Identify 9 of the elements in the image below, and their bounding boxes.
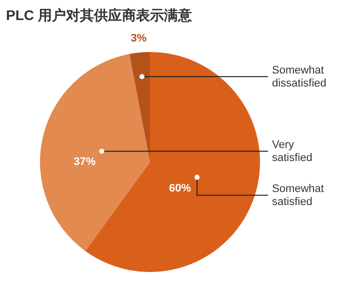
- data-label: 60%: [169, 182, 192, 194]
- data-label: 37%: [74, 156, 96, 168]
- slice-label: Somewhat dissatisfied: [272, 64, 326, 90]
- pie-slice: [40, 54, 150, 251]
- slice-label: Somewhat satisfied: [272, 183, 324, 208]
- data-label: 3%: [130, 32, 147, 45]
- chart-title: PLC 用户对其供应商表示满意: [6, 7, 193, 23]
- pie-slice: [129, 52, 150, 162]
- slice-label: Very satisfied: [272, 139, 312, 164]
